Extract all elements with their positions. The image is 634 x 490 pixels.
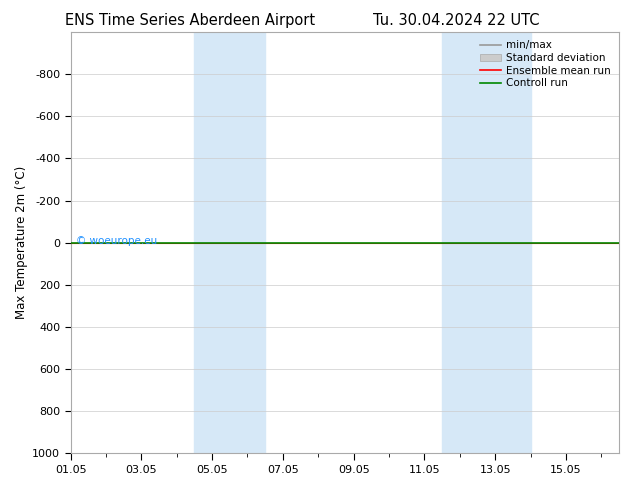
Text: Tu. 30.04.2024 22 UTC: Tu. 30.04.2024 22 UTC (373, 13, 540, 28)
Legend: min/max, Standard deviation, Ensemble mean run, Controll run: min/max, Standard deviation, Ensemble me… (477, 37, 614, 92)
Bar (442, 32, 531, 453)
Text: © woeurope.eu: © woeurope.eu (76, 236, 157, 245)
Text: ENS Time Series Aberdeen Airport: ENS Time Series Aberdeen Airport (65, 13, 315, 28)
Bar (195, 32, 265, 453)
Y-axis label: Max Temperature 2m (°C): Max Temperature 2m (°C) (15, 166, 28, 319)
